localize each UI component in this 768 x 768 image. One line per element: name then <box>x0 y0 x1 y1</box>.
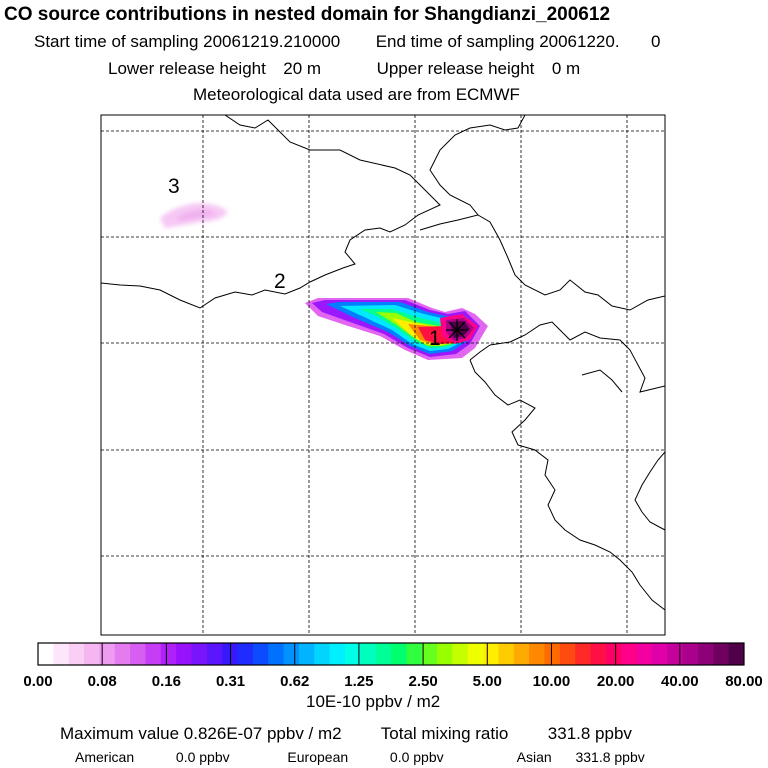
colorbar-swatch <box>682 643 699 665</box>
end-value-2: 0 <box>651 32 661 51</box>
colorbar-swatch <box>498 643 515 665</box>
colorbar-swatch <box>329 643 346 665</box>
colorbar-swatch <box>513 643 530 665</box>
colorbar-swatch <box>283 643 300 665</box>
colorbar-tick-label: 80.00 <box>725 673 763 690</box>
colorbar-swatch <box>268 643 285 665</box>
colorbar <box>38 643 745 665</box>
colorbar-swatch <box>667 643 684 665</box>
colorbar-swatch <box>728 643 745 665</box>
colorbar-swatch <box>191 643 208 665</box>
chart-title: CO source contributions in nested domain… <box>4 4 611 25</box>
sampling-time-line: Start time of sampling 20061219.210000 E… <box>34 32 661 52</box>
colorbar-swatch <box>575 643 592 665</box>
colorbar-swatch <box>452 643 469 665</box>
colorbar-swatch <box>713 643 730 665</box>
colorbar-swatch <box>344 643 361 665</box>
lower-value: 20 m <box>283 59 322 78</box>
colorbar-swatch <box>391 643 407 665</box>
plume-region-3 <box>160 203 228 228</box>
upper-value: 0 m <box>551 59 581 78</box>
colorbar-tick-label: 0.00 <box>23 673 52 690</box>
colorbar-swatch <box>590 643 607 665</box>
colorbar-tick-label: 2.50 <box>408 673 437 690</box>
region-label-3: 3 <box>168 175 180 198</box>
colorbar-tick-label: 20.00 <box>597 673 635 690</box>
european-value: 0.0 ppbv <box>389 749 444 765</box>
total-value: 331.8 ppbv <box>547 724 632 743</box>
colorbar-tick-label: 40.00 <box>661 673 699 690</box>
colorbar-tick-label: 0.62 <box>280 673 309 690</box>
lower-label: Lower release height <box>108 59 266 78</box>
colorbar-swatch <box>314 643 331 665</box>
colorbar-swatch <box>237 643 254 665</box>
map-area <box>101 115 665 635</box>
asian-value: 331.8 ppbv <box>575 749 645 765</box>
receptor-marker <box>446 319 468 341</box>
end-value: 20061220. <box>539 32 620 51</box>
colorbar-swatch <box>467 643 484 665</box>
start-value: 20061219.210000 <box>203 32 341 51</box>
colorbar-swatch <box>406 643 423 665</box>
colorbar-swatch <box>529 643 545 665</box>
colorbar-swatch <box>636 643 653 665</box>
colorbar-swatch <box>114 643 131 665</box>
colorbar-swatch <box>544 643 561 665</box>
release-height-line: Lower release height 20 m Upper release … <box>108 59 580 79</box>
colorbar-tick-label: 5.00 <box>473 673 502 690</box>
map-grid <box>101 115 665 635</box>
colorbar-tick-label: 0.16 <box>152 673 181 690</box>
colorbar-swatch <box>206 643 223 665</box>
map-frame <box>100 114 666 636</box>
colorbar-swatch <box>621 643 638 665</box>
region-label-2: 2 <box>274 270 286 293</box>
colorbar-tick-label: 0.31 <box>216 673 245 690</box>
max-label: Maximum value <box>60 724 180 743</box>
colorbar-swatch <box>360 643 377 665</box>
region-label-1: 1 <box>429 327 441 350</box>
colorbar-swatch <box>53 643 70 665</box>
colorbar-swatch <box>605 643 622 665</box>
colorbar-swatch <box>38 643 54 665</box>
colorbar-swatch <box>68 643 85 665</box>
start-label: Start time of sampling <box>34 32 199 51</box>
colorbar-frame <box>37 642 745 666</box>
colorbar-swatch <box>145 643 162 665</box>
colorbar-swatch <box>651 643 668 665</box>
total-label: Total mixing ratio <box>380 724 509 743</box>
summary-line: Maximum value 0.826E-07 ppbv / m2 Total … <box>60 724 632 744</box>
colorbar-tick-label: 10.00 <box>533 673 571 690</box>
colorbar-tick-label: 1.25 <box>344 673 373 690</box>
met-data-line: Meteorological data used are from ECMWF <box>193 85 520 104</box>
max-value: 0.826E-07 ppbv / m2 <box>183 724 342 743</box>
colorbar-tick-label: 0.08 <box>88 673 117 690</box>
colorbar-swatch <box>252 643 269 665</box>
colorbar-unit: 10E-10 ppbv / m2 <box>306 692 441 711</box>
end-label: End time of sampling <box>375 32 535 51</box>
colorbar-swatch <box>84 643 100 665</box>
colorbar-swatch <box>130 643 146 665</box>
colorbar-swatch <box>99 643 116 665</box>
colorbar-tick-labels: 0.00 0.08 0.16 0.31 0.62 1.25 2.50 5.00 10.00 20.… <box>23 643 763 690</box>
colorbar-swatch <box>483 643 499 665</box>
colorbar-swatch <box>559 643 576 665</box>
american-value: 0.0 ppbv <box>175 749 230 765</box>
colorbar-swatch <box>421 643 438 665</box>
asian-label: Asian <box>516 749 552 765</box>
colorbar-swatch <box>437 643 453 665</box>
plume-region-1 <box>305 298 488 360</box>
american-label: American <box>75 749 135 765</box>
colorbar-swatch <box>160 643 177 665</box>
colorbar-swatch <box>176 643 192 665</box>
contributions-line: American 0.0 ppbv European 0.0 ppbv Asia… <box>75 749 645 765</box>
colorbar-swatch <box>375 643 392 665</box>
map-coastlines <box>101 115 665 611</box>
european-label: European <box>287 749 349 765</box>
colorbar-swatch <box>697 643 714 665</box>
upper-label: Upper release height <box>376 59 535 78</box>
colorbar-swatch <box>298 643 315 665</box>
